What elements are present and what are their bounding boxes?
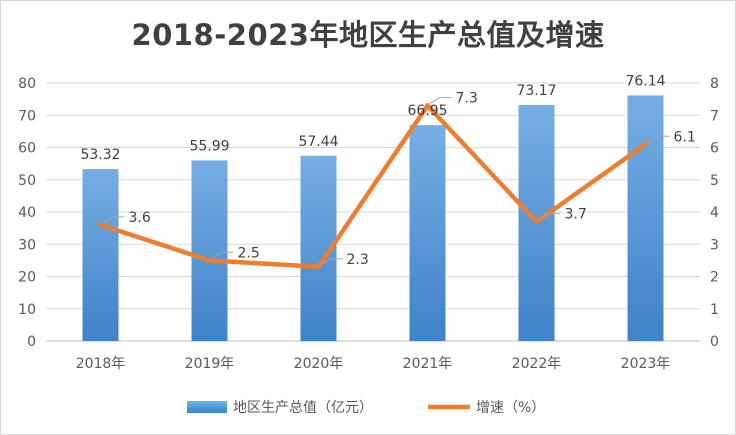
x-tick-label: 2020年: [294, 356, 344, 372]
line-data-label: 7.3: [456, 91, 478, 107]
bar: [409, 125, 446, 342]
line-data-label: 2.5: [238, 245, 260, 261]
y-right-tick-label: 2: [710, 270, 719, 286]
chart-title: 2018-2023年地区生产总值及增速: [131, 18, 605, 52]
leader-line: [429, 97, 452, 105]
bar-data-label: 76.14: [625, 73, 665, 89]
bar: [82, 169, 119, 341]
x-tick-label: 2019年: [185, 356, 235, 372]
leader-line: [211, 251, 234, 259]
bar-data-label: 73.17: [516, 83, 556, 99]
y-right-tick-label: 8: [710, 76, 719, 92]
line-point: [643, 141, 648, 147]
line-point: [534, 219, 539, 225]
line-data-label: 3.7: [565, 207, 587, 223]
y-right-tick-label: 6: [710, 141, 719, 157]
x-tick-label: 2023年: [621, 356, 671, 372]
line-data-label: 3.6: [129, 210, 151, 226]
y-left-tick-label: 60: [18, 141, 36, 157]
y-right-tick-label: 3: [710, 237, 719, 253]
line-point: [425, 103, 430, 109]
y-right-tick-label: 7: [710, 108, 719, 124]
y-right-tick-label: 0: [710, 334, 719, 350]
legend-bar-swatch: [187, 401, 227, 413]
bar-data-label: 57.44: [298, 134, 338, 150]
leader-line: [647, 135, 670, 143]
line-data-label: 6.1: [674, 129, 696, 145]
leader-line: [102, 216, 125, 224]
y-left-tick-label: 20: [18, 270, 36, 286]
line-point: [316, 264, 321, 270]
y-left-tick-label: 70: [18, 108, 36, 124]
line-data-label: 2.3: [347, 252, 369, 268]
y-left-tick-label: 50: [18, 173, 36, 189]
bar: [191, 160, 228, 341]
bar-data-label: 53.32: [80, 147, 120, 163]
y-left-tick-label: 30: [18, 237, 36, 253]
x-tick-label: 2021年: [403, 356, 453, 372]
line-point: [207, 257, 212, 263]
bar: [627, 95, 664, 341]
growth-line: [98, 103, 648, 270]
y-left-tick-label: 40: [18, 205, 36, 221]
legend: 地区生产总值（亿元） 增速（%）: [187, 400, 545, 416]
x-tick-label: 2022年: [512, 356, 562, 372]
legend-line-label: 增速（%）: [476, 400, 545, 416]
bar-data-label: 66.95: [407, 103, 447, 119]
gridlines: [46, 82, 700, 342]
y-right-tick-label: 5: [710, 173, 719, 189]
bar-data-label: 55.99: [189, 138, 229, 154]
y-right-tick-label: 1: [710, 302, 719, 318]
x-tick-label: 2018年: [76, 356, 126, 372]
bar-series: [82, 95, 664, 342]
y-left-tick-label: 0: [27, 334, 36, 350]
leader-line: [320, 258, 343, 266]
y-left-tick-label: 10: [18, 302, 36, 318]
y-right-tick-label: 4: [710, 205, 719, 221]
line-series: [98, 103, 648, 270]
leader-line: [538, 213, 561, 221]
axes: 0 10 20 30 40 50 60 70 80 0 1 2 3 4 5 6 7 8 2018年 2019年 2020…: [18, 76, 719, 372]
line-point: [98, 222, 103, 228]
y-left-tick-label: 80: [18, 76, 36, 92]
legend-bar-label: 地区生产总值（亿元）: [233, 400, 373, 416]
data-labels: 53.32 55.99 57.44 66.95 73.17 76.14 3.6 2.5 2.3 7…: [80, 73, 695, 267]
